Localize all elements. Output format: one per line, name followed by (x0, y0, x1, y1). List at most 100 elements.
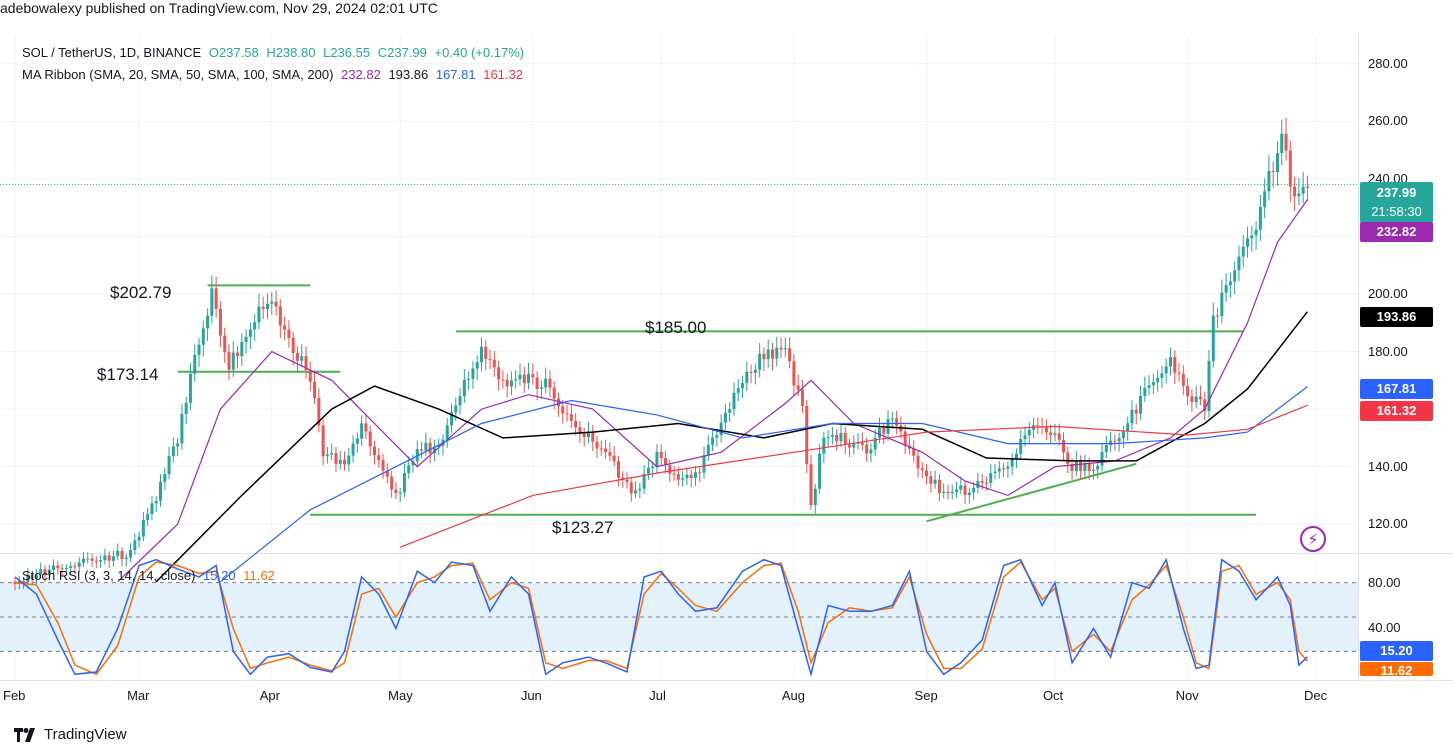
candle-body (706, 444, 710, 456)
candle-body (1113, 440, 1117, 442)
candle-body (818, 453, 822, 489)
candle-body (835, 434, 839, 442)
candle-body (1057, 433, 1061, 441)
candle-body (188, 373, 192, 403)
candle-body (642, 473, 646, 489)
candle-body (809, 464, 813, 505)
symbol-label[interactable]: SOL / TetherUS, 1D, BINANCE (22, 45, 202, 60)
candle-body (1156, 377, 1160, 383)
candle-body (711, 437, 715, 445)
candle-body (557, 398, 561, 407)
candle-body (488, 358, 492, 360)
time-axis-label: May (388, 688, 413, 703)
ma20-value: 232.82 (341, 67, 381, 82)
candle-body (638, 488, 642, 491)
candle-body (843, 433, 847, 445)
candle-body (467, 378, 471, 380)
candle-body (133, 540, 137, 551)
candle-body (184, 402, 188, 415)
candle-body (347, 455, 351, 465)
candle-body (368, 431, 372, 447)
candle-body (505, 379, 509, 387)
candle-body (206, 315, 210, 329)
candle-body (1168, 357, 1172, 367)
candle-body (903, 431, 907, 446)
ma100-tag: 167.81 (1360, 379, 1433, 399)
candle-body (1258, 207, 1262, 230)
candle-body (274, 301, 278, 307)
candle-body (197, 344, 201, 355)
time-axis-label: Mar (127, 688, 150, 703)
support-trendline (926, 462, 1137, 523)
candle-body (681, 478, 685, 480)
candle-body (377, 455, 381, 461)
candle-body (1074, 460, 1078, 471)
candle-body (839, 433, 843, 442)
candle-body (394, 489, 398, 494)
candle-body (355, 438, 359, 444)
candle-body (1006, 466, 1010, 469)
candle-body (1121, 431, 1125, 439)
stoch-label[interactable]: Stoch RSI (3, 3, 14, 14, close) (22, 568, 196, 583)
candle-body (715, 435, 719, 438)
price-axis-label: 260.00 (1368, 113, 1408, 129)
candle-body (1293, 186, 1297, 197)
time-axis-label: Oct (1042, 688, 1064, 703)
tradingview-logo[interactable]: TradingView (14, 726, 127, 743)
time-axis-label: Sep (914, 688, 938, 703)
candle-body (749, 371, 753, 373)
candle-body (304, 356, 308, 371)
candle-body (1173, 357, 1177, 373)
candle-body (569, 414, 573, 422)
candle-body (86, 558, 90, 560)
candle-body (672, 473, 676, 475)
tv-brand: TradingView (44, 726, 127, 743)
candle-body (792, 361, 796, 386)
candle-body (257, 306, 261, 323)
candle-body (612, 455, 616, 462)
candle-body (1134, 409, 1138, 414)
candle-body (180, 414, 184, 444)
candle-body (171, 446, 175, 457)
stoch-axis-label: 80.00 (1368, 574, 1401, 590)
stoch-k-tag: 15.20 (1360, 641, 1433, 661)
candle-body (1143, 387, 1147, 397)
candle-body (1284, 133, 1288, 151)
candle-body (1250, 235, 1254, 239)
candle-body (1263, 191, 1267, 208)
candle-body (432, 446, 436, 454)
candle-body (1271, 170, 1275, 173)
lightning-icon[interactable]: ⚡ (1300, 526, 1326, 552)
candle-body (1036, 425, 1040, 427)
candle-body (437, 445, 441, 447)
candle-body (582, 433, 586, 437)
candle-body (698, 472, 702, 474)
candle-body (800, 389, 804, 406)
ma100-value: 167.81 (435, 67, 476, 82)
candle-body (1049, 432, 1053, 436)
ma-legend: MA Ribbon (SMA, 20, SMA, 50, SMA, 100, S… (22, 67, 527, 82)
candle-body (424, 442, 428, 451)
candle-body (214, 288, 218, 310)
candle-body (330, 453, 334, 455)
candle-body (822, 437, 826, 454)
candle-body (253, 322, 257, 330)
candle-body (193, 354, 197, 374)
ma50-value: 193.86 (388, 67, 429, 82)
candle-body (1010, 458, 1014, 467)
time-axis-label: Feb (3, 688, 26, 703)
candle-body (69, 566, 73, 569)
candle-body (514, 379, 518, 381)
candle-body (141, 520, 145, 537)
candle-body (265, 303, 269, 310)
candle-body (1151, 382, 1155, 386)
ma-label[interactable]: MA Ribbon (SMA, 20, SMA, 50, SMA, 100, S… (22, 67, 334, 82)
candle-body (26, 574, 30, 583)
candle-body (398, 492, 402, 494)
candle-body (1280, 133, 1284, 154)
sma20-line (117, 199, 1308, 583)
candle-body (450, 412, 454, 426)
candle-body (244, 336, 248, 342)
candle-body (634, 490, 638, 494)
